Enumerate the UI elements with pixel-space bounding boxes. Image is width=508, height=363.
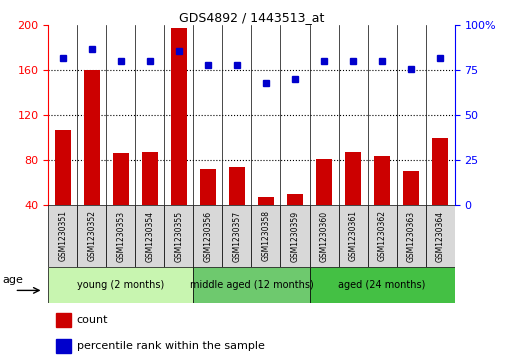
Bar	[338, 205, 368, 267]
Bar	[56, 313, 71, 327]
Text: GSM1230352: GSM1230352	[87, 211, 97, 261]
Text: GSM1230357: GSM1230357	[233, 211, 241, 261]
Bar	[287, 194, 303, 205]
Bar	[106, 205, 135, 267]
Bar	[56, 339, 71, 354]
Text: GSM1230355: GSM1230355	[174, 211, 183, 261]
Text: GSM1230351: GSM1230351	[58, 211, 67, 261]
Text: middle aged (12 months): middle aged (12 months)	[189, 280, 313, 290]
Bar	[309, 267, 455, 303]
Bar	[113, 154, 129, 205]
Bar	[316, 159, 332, 205]
Bar	[48, 267, 194, 303]
Text: GSM1230354: GSM1230354	[145, 211, 154, 261]
Bar	[135, 205, 165, 267]
Text: young (2 months): young (2 months)	[77, 280, 165, 290]
Bar	[229, 167, 245, 205]
Bar	[397, 205, 426, 267]
Text: GSM1230360: GSM1230360	[320, 211, 329, 261]
Bar	[426, 205, 455, 267]
Text: GSM1230358: GSM1230358	[262, 211, 270, 261]
Text: age: age	[3, 274, 23, 285]
Text: GSM1230364: GSM1230364	[436, 211, 444, 261]
Title: GDS4892 / 1443513_at: GDS4892 / 1443513_at	[179, 11, 324, 24]
Text: GSM1230363: GSM1230363	[406, 211, 416, 261]
Bar	[251, 205, 280, 267]
Text: aged (24 months): aged (24 months)	[338, 280, 426, 290]
Bar	[77, 205, 106, 267]
Bar	[223, 205, 251, 267]
Bar	[165, 205, 194, 267]
Bar	[432, 138, 448, 205]
Bar	[309, 205, 338, 267]
Bar	[258, 197, 274, 205]
Bar	[403, 171, 419, 205]
Bar	[48, 205, 77, 267]
Text: GSM1230356: GSM1230356	[203, 211, 212, 261]
Bar	[84, 70, 100, 205]
Bar	[55, 130, 71, 205]
Bar	[280, 205, 309, 267]
Text: GSM1230353: GSM1230353	[116, 211, 125, 261]
Bar	[368, 205, 397, 267]
Bar	[200, 169, 216, 205]
Bar	[194, 267, 309, 303]
Text: count: count	[77, 315, 108, 325]
Text: GSM1230361: GSM1230361	[348, 211, 358, 261]
Text: percentile rank within the sample: percentile rank within the sample	[77, 341, 265, 351]
Bar	[142, 152, 158, 205]
Bar	[171, 28, 187, 205]
Text: GSM1230362: GSM1230362	[377, 211, 387, 261]
Bar	[194, 205, 223, 267]
Text: GSM1230359: GSM1230359	[291, 211, 300, 261]
Bar	[374, 156, 390, 205]
Bar	[345, 152, 361, 205]
